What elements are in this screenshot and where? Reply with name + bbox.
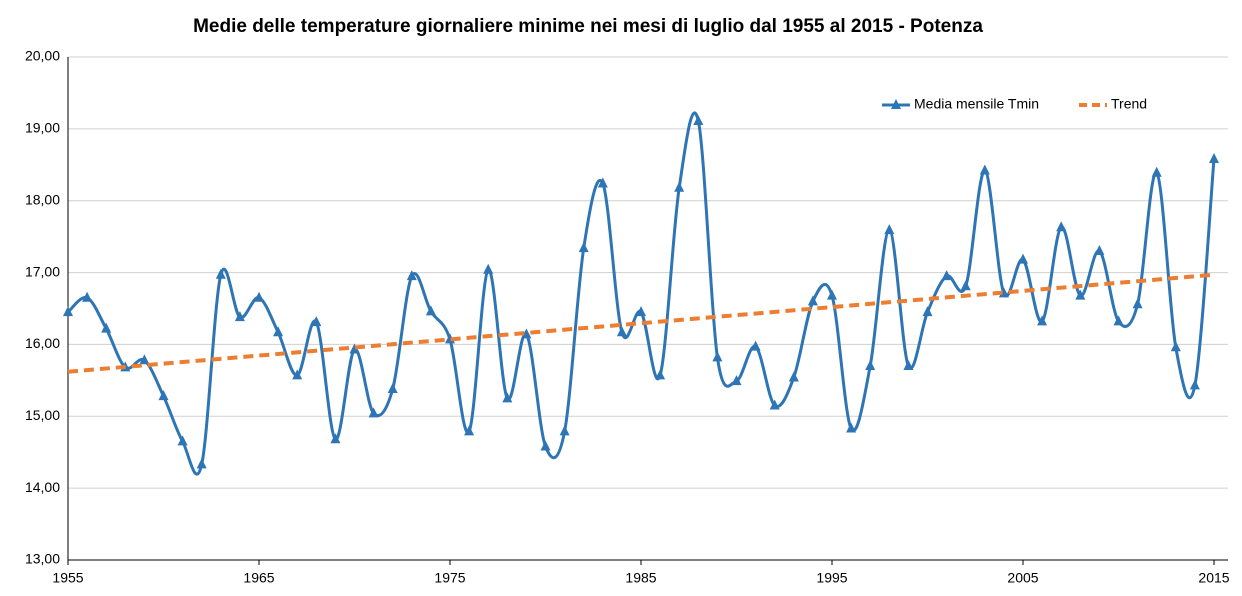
data-point (846, 422, 857, 433)
data-point (636, 306, 646, 317)
data-point (578, 242, 589, 253)
data-point (731, 375, 742, 386)
data-point (101, 322, 112, 333)
data-point (903, 359, 914, 370)
data-point (292, 369, 303, 380)
data-point (234, 311, 245, 322)
data-point (349, 343, 360, 354)
data-point (387, 382, 398, 393)
data-point (483, 263, 494, 274)
x-tick-label: 2015 (1198, 570, 1229, 586)
x-tick-label: 1975 (434, 570, 465, 586)
y-tick-label: 14,00 (25, 479, 60, 495)
data-point (922, 306, 933, 317)
y-tick-label: 16,00 (25, 335, 60, 351)
data-point (769, 399, 780, 410)
data-point (960, 280, 971, 291)
data-point (1056, 221, 1067, 232)
data-point (521, 328, 532, 339)
y-tick-label: 15,00 (25, 407, 60, 423)
data-point (1170, 341, 1181, 352)
legend-marker (891, 99, 901, 109)
data-point (425, 305, 436, 316)
data-point (1037, 315, 1048, 326)
data-point (63, 306, 73, 317)
data-point (788, 371, 799, 382)
data-point (139, 354, 150, 365)
data-point (1094, 245, 1105, 256)
y-tick-label: 13,00 (25, 551, 60, 567)
data-point (979, 164, 990, 175)
x-tick-label: 1985 (625, 570, 656, 586)
legend-label: Trend (1111, 96, 1147, 112)
data-point (559, 425, 570, 436)
data-point (941, 270, 952, 281)
data-point (1113, 315, 1124, 326)
data-point (712, 351, 723, 362)
data-point (865, 359, 876, 370)
data-point (273, 326, 284, 337)
data-point (1209, 153, 1219, 164)
data-point (616, 326, 627, 337)
data-point (693, 114, 704, 125)
y-tick-label: 20,00 (25, 48, 60, 64)
y-tick-label: 18,00 (25, 191, 60, 207)
y-tick-label: 19,00 (25, 120, 60, 136)
data-point (540, 440, 551, 451)
data-point (1132, 298, 1143, 309)
data-point (502, 392, 513, 403)
data-point (1151, 166, 1162, 177)
data-point (655, 369, 666, 380)
data-point (406, 270, 417, 281)
data-point (464, 425, 475, 436)
x-tick-label: 1995 (816, 570, 847, 586)
series-line (66, 111, 1216, 476)
data-point (215, 268, 226, 279)
data-point (254, 291, 264, 302)
data-point (82, 291, 93, 302)
data-point (1075, 289, 1086, 300)
data-point (1018, 253, 1028, 264)
legend-label: Media mensile Tmin (914, 96, 1039, 112)
data-point (674, 181, 685, 192)
data-point (158, 390, 169, 401)
data-point (807, 295, 818, 306)
data-point (597, 177, 608, 188)
data-point (827, 289, 837, 300)
x-tick-label: 2005 (1007, 570, 1038, 586)
data-point (750, 340, 761, 351)
data-point (1189, 379, 1200, 390)
data-point (311, 316, 322, 327)
data-point (368, 407, 379, 418)
x-tick-label: 1965 (243, 570, 274, 586)
data-point (330, 433, 341, 444)
data-point (196, 458, 207, 469)
chart-title: Medie delle temperature giornaliere mini… (193, 16, 983, 37)
x-tick-label: 1955 (52, 570, 83, 586)
data-point (998, 287, 1009, 298)
y-tick-label: 17,00 (25, 263, 60, 279)
data-point (177, 435, 188, 446)
data-point (884, 224, 895, 235)
